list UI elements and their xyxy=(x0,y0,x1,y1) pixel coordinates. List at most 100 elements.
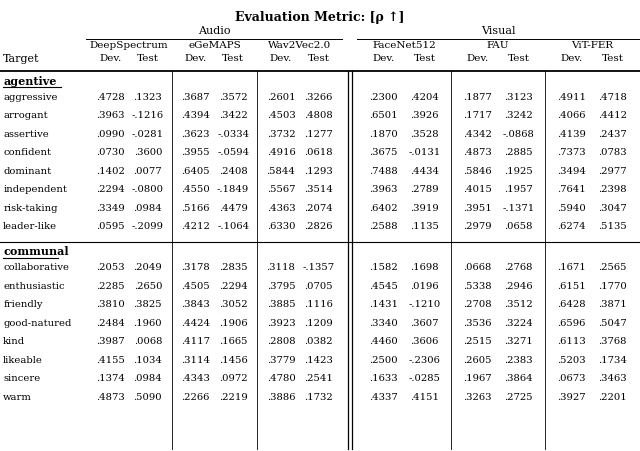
Text: .1877: .1877 xyxy=(463,93,492,102)
Text: .6330: .6330 xyxy=(267,222,295,231)
Text: enthusiastic: enthusiastic xyxy=(3,282,65,291)
Text: .0990: .0990 xyxy=(96,130,125,139)
Text: warm: warm xyxy=(3,393,32,402)
Text: .3779: .3779 xyxy=(267,356,295,365)
Text: .5135: .5135 xyxy=(598,222,627,231)
Text: .4505: .4505 xyxy=(181,282,210,291)
Text: .6428: .6428 xyxy=(557,300,586,309)
Text: .1431: .1431 xyxy=(369,300,398,309)
Text: .4117: .4117 xyxy=(181,337,210,346)
Text: .1402: .1402 xyxy=(96,167,125,176)
Text: -.0281: -.0281 xyxy=(132,130,164,139)
Text: .4155: .4155 xyxy=(96,356,125,365)
Text: confident: confident xyxy=(3,148,51,157)
Text: .3623: .3623 xyxy=(181,130,210,139)
Text: .0668: .0668 xyxy=(463,263,492,272)
Text: -.0131: -.0131 xyxy=(408,148,441,157)
Text: .6151: .6151 xyxy=(557,282,586,291)
Text: .6113: .6113 xyxy=(557,337,586,346)
Text: .3926: .3926 xyxy=(410,111,439,120)
Text: sincere: sincere xyxy=(3,374,40,383)
Text: Test: Test xyxy=(602,54,623,63)
Text: .3242: .3242 xyxy=(504,111,533,120)
Text: .2398: .2398 xyxy=(598,185,627,194)
Text: DeepSpectrum: DeepSpectrum xyxy=(90,41,168,50)
Text: .2294: .2294 xyxy=(219,282,248,291)
Text: .1034: .1034 xyxy=(133,356,163,365)
Text: -.1216: -.1216 xyxy=(132,111,164,120)
Text: .6274: .6274 xyxy=(557,222,586,231)
Text: .3422: .3422 xyxy=(219,111,248,120)
Text: .3825: .3825 xyxy=(134,300,162,309)
Text: .3927: .3927 xyxy=(557,393,586,402)
Text: .3271: .3271 xyxy=(504,337,533,346)
Text: -.2306: -.2306 xyxy=(409,356,441,365)
Text: .2835: .2835 xyxy=(219,263,248,272)
Text: Dev.: Dev. xyxy=(99,54,122,63)
Text: .4424: .4424 xyxy=(181,319,210,328)
Text: .2437: .2437 xyxy=(598,130,627,139)
Text: Wav2Vec2.0: Wav2Vec2.0 xyxy=(268,41,332,50)
Text: .4503: .4503 xyxy=(267,111,295,120)
Text: .3494: .3494 xyxy=(557,167,586,176)
Text: .1116: .1116 xyxy=(304,300,333,309)
Text: communal: communal xyxy=(3,246,69,257)
Text: .3178: .3178 xyxy=(181,263,210,272)
Text: Test: Test xyxy=(222,54,244,63)
Text: .6596: .6596 xyxy=(557,319,586,328)
Text: .2650: .2650 xyxy=(134,282,162,291)
Text: .0984: .0984 xyxy=(134,374,162,383)
Text: .0196: .0196 xyxy=(410,282,439,291)
Text: .4550: .4550 xyxy=(181,185,210,194)
Text: .1925: .1925 xyxy=(504,167,533,176)
Text: -.1849: -.1849 xyxy=(217,185,250,194)
Text: good-natured: good-natured xyxy=(3,319,72,328)
Text: -.2099: -.2099 xyxy=(132,222,164,231)
Text: .4873: .4873 xyxy=(96,393,125,402)
Text: .1967: .1967 xyxy=(463,374,492,383)
Text: assertive: assertive xyxy=(3,130,49,139)
Text: .3687: .3687 xyxy=(181,93,210,102)
Text: .5047: .5047 xyxy=(598,319,627,328)
Text: Dev.: Dev. xyxy=(560,54,582,63)
Text: .2808: .2808 xyxy=(267,337,295,346)
Text: .1582: .1582 xyxy=(369,263,398,272)
Text: .6405: .6405 xyxy=(181,167,210,176)
Text: .3607: .3607 xyxy=(410,319,439,328)
Text: leader-like: leader-like xyxy=(3,222,58,231)
Text: .0972: .0972 xyxy=(219,374,248,383)
Text: dominant: dominant xyxy=(3,167,51,176)
Text: .3224: .3224 xyxy=(504,319,533,328)
Text: .1323: .1323 xyxy=(134,93,162,102)
Text: .4204: .4204 xyxy=(410,93,439,102)
Text: .2826: .2826 xyxy=(304,222,333,231)
Text: .2725: .2725 xyxy=(504,393,533,402)
Text: .4343: .4343 xyxy=(181,374,210,383)
Text: .4780: .4780 xyxy=(267,374,295,383)
Text: aggressive: aggressive xyxy=(3,93,58,102)
Text: .3536: .3536 xyxy=(463,319,492,328)
Text: .3349: .3349 xyxy=(96,204,125,213)
Text: Dev.: Dev. xyxy=(372,54,394,63)
Text: .1717: .1717 xyxy=(463,111,492,120)
Text: .4718: .4718 xyxy=(598,93,627,102)
Text: .3340: .3340 xyxy=(369,319,398,328)
Text: .2219: .2219 xyxy=(219,393,248,402)
Text: .3606: .3606 xyxy=(410,337,439,346)
Text: .2946: .2946 xyxy=(504,282,533,291)
Text: .0068: .0068 xyxy=(134,337,162,346)
Text: .3951: .3951 xyxy=(463,204,492,213)
Text: .0673: .0673 xyxy=(557,374,586,383)
Text: .2201: .2201 xyxy=(598,393,627,402)
Text: .3864: .3864 xyxy=(504,374,533,383)
Text: .1698: .1698 xyxy=(410,263,439,272)
Text: .2408: .2408 xyxy=(219,167,248,176)
Text: .4412: .4412 xyxy=(598,111,627,120)
Text: .3675: .3675 xyxy=(369,148,397,157)
Text: independent: independent xyxy=(3,185,67,194)
Text: .4015: .4015 xyxy=(463,185,492,194)
Text: eGeMAPS: eGeMAPS xyxy=(188,41,241,50)
Text: .0730: .0730 xyxy=(96,148,125,157)
Text: .4916: .4916 xyxy=(267,148,295,157)
Text: .4363: .4363 xyxy=(267,204,295,213)
